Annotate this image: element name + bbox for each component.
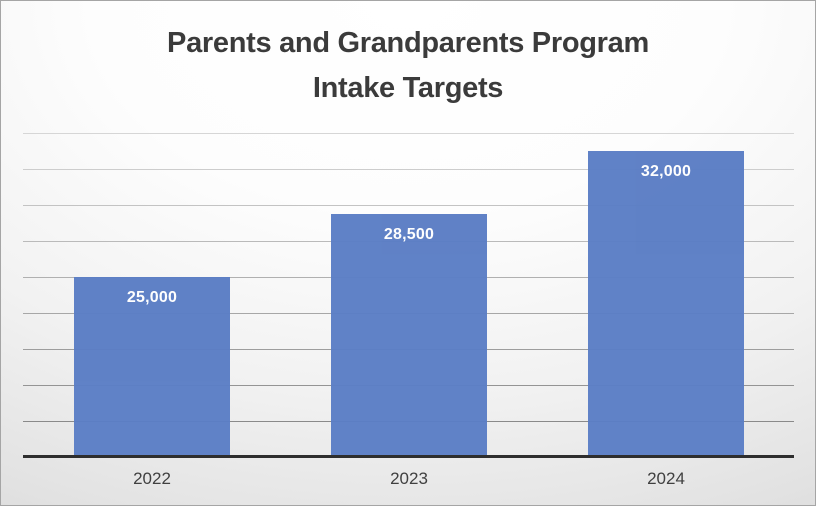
gridline [23,133,794,134]
data-label-2023: 28,500 [383,226,435,243]
category-label-2022: 2022 [133,469,171,488]
bar-2022: 25,000 [74,277,230,457]
category-label-2023: 2023 [390,469,428,488]
x-axis-line [23,455,794,458]
data-label-2022: 25,000 [126,289,178,306]
bar-2024: 32,000 [588,151,744,457]
category-label-2024: 2024 [647,469,685,488]
data-label-2024: 32,000 [640,163,692,180]
gridline [23,205,794,206]
gridline [23,169,794,170]
chart-title: Parents and Grandparents Program Intake … [167,27,649,104]
bar-2023: 28,500 [331,214,487,457]
